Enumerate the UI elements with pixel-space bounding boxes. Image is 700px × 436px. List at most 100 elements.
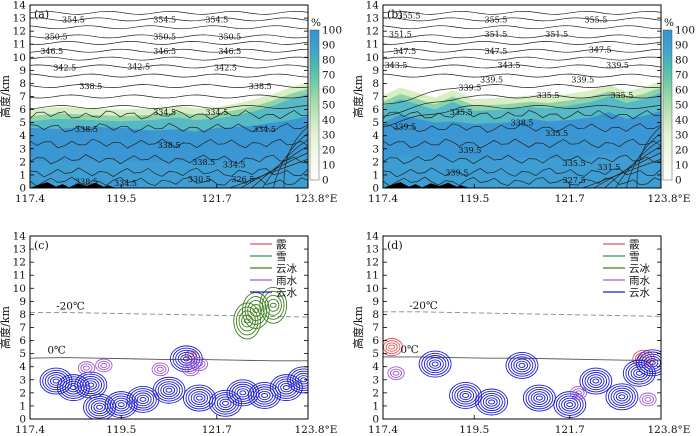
hydrometeor-contour-2: [88, 398, 111, 417]
contour-label: 342.5: [214, 64, 237, 73]
colorbar-tick: 80: [675, 55, 688, 67]
hydrometeor-contour-0: [235, 306, 259, 336]
hydrometeor-contour-2: [211, 392, 240, 415]
theta-e-contour: [383, 94, 661, 117]
hydrometeor-contour-2: [287, 366, 308, 394]
hydrometeor-contour-2: [641, 394, 655, 405]
theta-e-contour: [30, 176, 308, 187]
contour-label: 327.5: [563, 176, 586, 185]
colorbar-unit: %: [664, 17, 674, 29]
colorbar-tick: 0: [322, 175, 329, 187]
hydrometeor-contour-2: [269, 374, 303, 402]
hydrometeor-contour-2: [136, 394, 149, 405]
colorbar-tick: 90: [322, 40, 335, 52]
y-tick-label: 1: [19, 400, 26, 412]
theta-e-contour: [383, 154, 661, 165]
hydrometeor-contour-2: [195, 395, 203, 401]
theta-e-contour: [30, 105, 308, 109]
y-tick-label: 9: [19, 296, 26, 308]
theta-e-contour: [30, 41, 308, 45]
hydrometeor-contour-2: [297, 375, 308, 385]
hydrometeor-contour-0: [242, 292, 270, 329]
hydrometeor-contour-3: [184, 364, 197, 374]
contour-label: 354.5: [153, 15, 176, 24]
hydrometeor-contour-1: [618, 394, 626, 400]
hydrometeor-contour-1: [508, 354, 536, 377]
hydrometeor-contour-1: [515, 360, 529, 371]
hydrometeor-contour-2: [214, 394, 237, 413]
y-tick-label: 3: [372, 143, 379, 155]
hydrometeor-contour-2: [107, 393, 136, 416]
hydrometeor-contour-1: [605, 383, 639, 411]
hydrometeor-contour-1: [561, 397, 579, 412]
hydrometeor-contour-2: [250, 384, 279, 407]
panel-b: 355.5 355.5 355.5 351.5 351.5 351.5 347.5 347.5…: [351, 0, 695, 205]
y-tick-label: 6: [19, 104, 26, 116]
y-tick-label: 2: [372, 156, 379, 168]
hydrometeor-contour-1: [633, 368, 646, 378]
hydrometeor-contour-1: [456, 388, 475, 403]
hydrometeor-contour-2: [112, 397, 130, 412]
hydrometeor-contour-2: [96, 404, 103, 410]
contour-label: 335.5: [450, 108, 473, 117]
hydrometeor-contour-2: [392, 370, 400, 376]
theta-e-contour: [30, 64, 308, 69]
hydrometeor-contour-2: [134, 392, 152, 407]
plot-area: 354.5 354.5 354.5 350.5 350.5 350.5 346.5 346.5…: [30, 10, 308, 188]
plot-frame: [382, 235, 662, 420]
contour-label: 335.5: [545, 129, 568, 138]
colorbar-tick: 50: [322, 100, 335, 112]
y-tick-label: 0: [19, 414, 26, 426]
hydrometeor-contour-1: [579, 367, 613, 395]
contour-label: 338.5: [75, 125, 98, 134]
y-tick-label: 1: [372, 169, 379, 181]
legend-label: 霰: [629, 239, 640, 251]
hydrometeor-contour-0: [259, 286, 288, 324]
hydrometeor-contour-2: [52, 378, 60, 384]
hydrometeor-contour-2: [261, 393, 269, 398]
y-tick-label: 14: [13, 231, 27, 243]
colorbar-tick: 100: [322, 25, 342, 37]
y-axis-label: 高度/km: [351, 75, 365, 118]
x-tick-label: 119.5: [459, 424, 489, 436]
contour-label: 350.5: [45, 32, 68, 41]
panel-label: (c): [34, 239, 49, 252]
y-tick-label: 11: [13, 270, 26, 282]
colorbar-tick: 70: [675, 70, 688, 82]
contour-label: 334.5: [205, 108, 228, 117]
y-tick-label: 1: [372, 400, 379, 412]
colorbar-tick: 20: [322, 145, 335, 157]
hydrometeor-contour-2: [258, 390, 271, 401]
hydrometeor-contour-1: [533, 393, 546, 403]
theta-e-contour: [272, 132, 308, 188]
theta-e-contour: [383, 110, 661, 120]
isotherm-label-minus20: -20℃: [56, 300, 85, 312]
hydrometeor-contour-1: [589, 376, 602, 386]
theta-e-contour: [604, 145, 661, 188]
theta-e-contour: [383, 167, 661, 178]
x-tick-label: 121.7: [555, 193, 585, 205]
hydrometeor-contour-0: [385, 342, 398, 352]
contour-label: 339.5: [571, 76, 594, 85]
y-tick-label: 6: [372, 335, 379, 347]
isotherm-label-zero: 0℃: [400, 344, 419, 356]
isotherm-zero: [30, 357, 308, 362]
contour-label: 338.5: [511, 119, 534, 128]
hydrometeor-contour-1: [475, 388, 509, 416]
hydrometeor-contour-1: [525, 386, 554, 410]
theta-e-contour: [30, 25, 308, 30]
hydrometeor-contour-1: [429, 359, 442, 369]
y-tick-label: 5: [19, 348, 26, 360]
colorbar-tick: 20: [675, 145, 688, 157]
hydrometeor-contour-2: [644, 396, 652, 402]
y-axis-label: 高度/km: [351, 306, 365, 349]
hydrometeor-contour-3: [193, 359, 206, 369]
hydrometeor-contour-0: [388, 344, 396, 350]
hydrometeor-contour-2: [131, 390, 155, 409]
hydrometeor-contour-2: [126, 385, 160, 413]
hydrometeor-contour-1: [528, 389, 551, 408]
contour-label: 326.5: [231, 175, 254, 184]
hydrometeor-contour-2: [157, 381, 181, 400]
contour-label: 351.5: [484, 30, 507, 39]
